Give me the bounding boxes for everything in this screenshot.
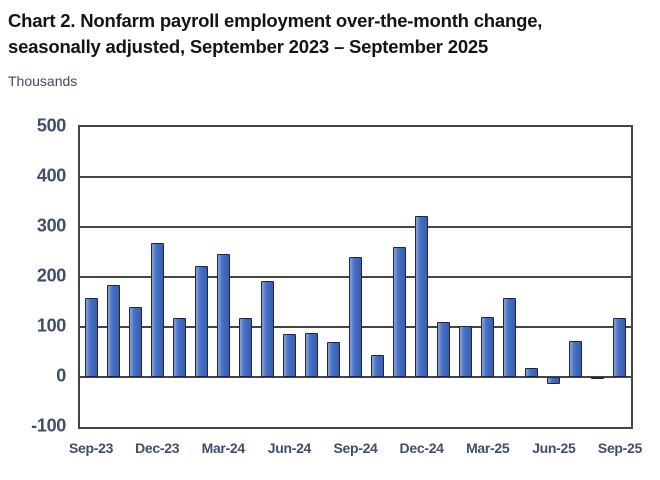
x-axis-tick-label-Dec-24: Dec-24 [399,440,444,456]
x-axis-tick-label-Mar-24: Mar-24 [201,440,246,456]
bar-Jan-24 [172,317,186,377]
y-axis-tick-label-400: 400 [36,165,66,186]
gridline-300 [80,226,631,228]
bar-Jan-25 [437,321,451,377]
bar-Feb-25 [459,326,473,377]
x-axis-tick-label-Mar-25: Mar-25 [466,440,510,456]
plot-area [78,125,633,429]
bar-Sep-23 [84,298,98,377]
bar-Feb-24 [194,266,208,377]
bar-Apr-25 [503,298,517,377]
y-axis-units-label: Thousands [8,73,78,89]
y-axis-tick-label-0: 0 [56,365,66,386]
bar-Oct-23 [106,285,120,377]
bar-Jul-24 [304,333,318,377]
bar-Jul-25 [569,341,583,377]
bar-Jun-25 [547,377,561,384]
bar-Aug-25 [591,377,605,379]
bar-Jun-24 [282,333,296,377]
chart-title-line2: seasonally adjusted, September 2023 – Se… [8,36,489,57]
gridline-400 [80,176,631,178]
bar-Nov-24 [393,246,407,377]
x-axis-tick-label-Sep-24: Sep-24 [333,440,378,456]
bar-Apr-24 [238,318,252,377]
bar-Mar-25 [481,317,495,377]
bar-Dec-23 [150,242,164,377]
bar-Nov-23 [128,307,142,377]
bar-Oct-24 [371,355,385,377]
x-axis-tick-label-Jun-25: Jun-25 [532,440,576,456]
bar-May-25 [525,367,539,377]
bar-Mar-24 [216,254,230,377]
gridline-0 [80,376,631,378]
bar-Sep-24 [349,257,362,377]
chart-title: Chart 2. Nonfarm payroll employment over… [8,8,542,60]
y-axis-tick-label-200: 200 [36,265,66,286]
x-axis-tick-label-Sep-25: Sep-25 [597,440,643,456]
chart-title-line1: Chart 2. Nonfarm payroll employment over… [8,10,543,31]
x-axis-tick-label-Dec-23: Dec-23 [135,440,180,456]
bar-Sep-25 [613,317,627,377]
y-axis-tick-label-300: 300 [36,215,66,236]
bar-May-24 [260,280,274,377]
bar-Dec-24 [415,215,429,377]
y-axis-tick-label-500: 500 [36,115,66,136]
x-axis-tick-label-Jun-24: Jun-24 [267,440,312,456]
y-axis-tick-label-100: 100 [36,315,66,336]
y-axis-tick-label--100: -100 [31,415,66,436]
bar-Aug-24 [326,341,340,377]
x-axis-tick-label-Sep-23: Sep-23 [68,440,114,456]
